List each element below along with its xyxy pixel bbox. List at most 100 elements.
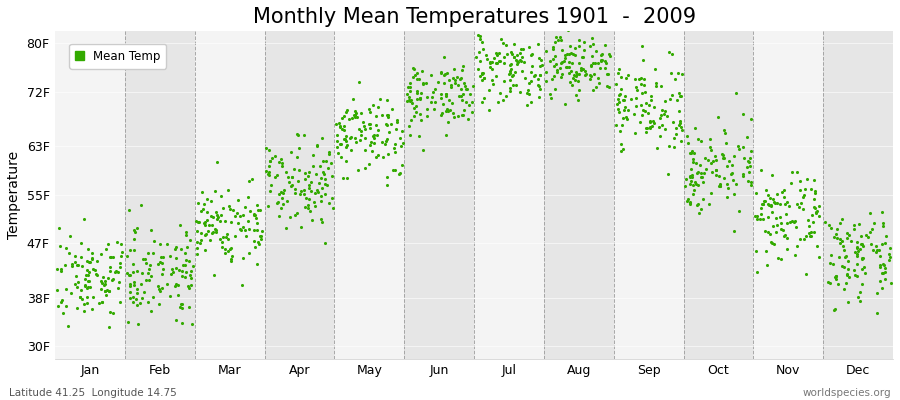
Point xyxy=(618,75,633,82)
Point xyxy=(633,118,647,125)
Point xyxy=(111,284,125,291)
Point xyxy=(602,84,616,90)
Point xyxy=(190,245,204,251)
Point xyxy=(60,323,75,330)
Point xyxy=(284,183,298,189)
Point xyxy=(287,212,302,218)
Point xyxy=(798,270,813,277)
Point xyxy=(336,174,350,181)
Point xyxy=(103,309,117,315)
Point xyxy=(150,260,165,267)
Point xyxy=(574,67,589,73)
Point xyxy=(869,242,884,249)
Point xyxy=(848,271,862,278)
Point xyxy=(414,90,428,96)
Point xyxy=(743,147,758,154)
Point xyxy=(526,50,540,57)
Point xyxy=(682,174,697,180)
Point xyxy=(704,189,718,196)
Point xyxy=(315,219,329,226)
Point xyxy=(175,301,189,307)
Point xyxy=(670,125,684,132)
Point xyxy=(876,223,890,229)
Point xyxy=(245,176,259,182)
Point xyxy=(122,281,137,287)
Point xyxy=(431,79,446,85)
Point xyxy=(104,253,118,260)
Point xyxy=(873,278,887,284)
Point xyxy=(609,101,624,107)
Point xyxy=(680,198,694,204)
Point xyxy=(502,71,517,78)
Point xyxy=(703,144,717,150)
Point xyxy=(756,201,770,208)
Point xyxy=(706,158,720,164)
Point xyxy=(175,320,189,326)
Point xyxy=(454,75,468,82)
Point xyxy=(276,190,291,196)
Point xyxy=(154,284,168,291)
Point xyxy=(591,59,606,66)
Point xyxy=(102,288,116,294)
Point xyxy=(101,241,115,248)
Point xyxy=(696,196,710,202)
Point xyxy=(850,273,864,279)
Point xyxy=(657,110,671,117)
Point xyxy=(744,178,759,185)
Point xyxy=(380,122,394,128)
Point xyxy=(512,88,526,95)
Point xyxy=(363,120,377,127)
Point xyxy=(65,261,79,268)
Point xyxy=(567,77,581,83)
Point xyxy=(81,278,95,284)
Point xyxy=(318,171,332,177)
Point xyxy=(127,226,141,233)
Point xyxy=(196,220,211,226)
Point xyxy=(690,170,705,176)
Point xyxy=(855,256,869,262)
Point xyxy=(850,252,865,259)
Point xyxy=(442,76,456,83)
Point xyxy=(524,78,538,84)
Point xyxy=(574,54,589,60)
Point xyxy=(562,51,576,58)
Point xyxy=(205,230,220,236)
Point xyxy=(842,274,856,280)
Point xyxy=(209,227,223,233)
Point xyxy=(182,285,196,291)
Point xyxy=(455,112,470,118)
Point xyxy=(610,106,625,112)
Point xyxy=(212,236,227,242)
Point xyxy=(783,219,797,226)
Point xyxy=(847,222,861,228)
Point xyxy=(482,60,497,66)
Point xyxy=(683,150,698,156)
Point xyxy=(304,179,319,185)
Point xyxy=(767,199,781,206)
Point xyxy=(156,254,170,260)
Point xyxy=(154,254,168,260)
Point xyxy=(348,112,363,118)
Point xyxy=(274,189,289,196)
Point xyxy=(591,74,606,81)
Point xyxy=(338,109,353,115)
Point xyxy=(395,140,410,147)
Point xyxy=(80,293,94,300)
Point xyxy=(128,229,142,235)
Point xyxy=(318,191,332,197)
Point xyxy=(392,170,406,177)
Point xyxy=(318,181,332,188)
Point xyxy=(200,217,214,224)
Point xyxy=(437,72,452,78)
Point xyxy=(563,68,578,75)
Point xyxy=(385,106,400,112)
Point xyxy=(662,49,677,55)
Point xyxy=(383,121,398,128)
Point xyxy=(314,175,328,181)
Point xyxy=(482,107,496,113)
Point xyxy=(519,90,534,96)
Point xyxy=(673,120,688,126)
Point xyxy=(569,73,583,79)
Point xyxy=(412,94,427,101)
Point xyxy=(866,246,880,253)
